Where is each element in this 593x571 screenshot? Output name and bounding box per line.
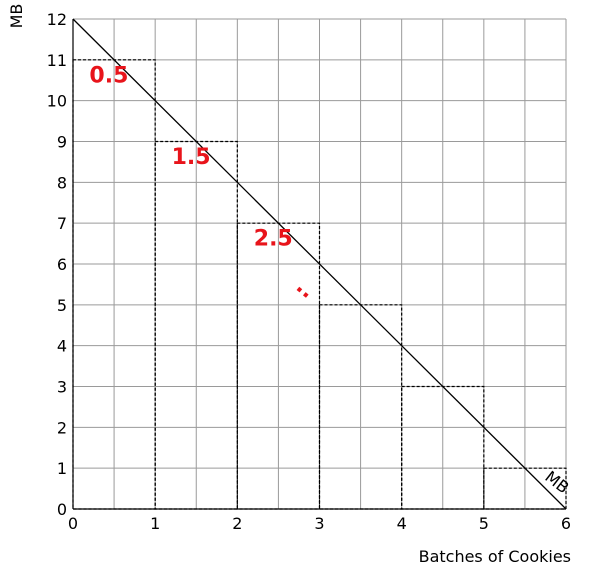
y-tick-label: 6: [57, 255, 67, 274]
annotation-label: 1.5: [172, 145, 211, 170]
annotation-label: 0.5: [89, 63, 128, 88]
y-tick-label: 3: [57, 378, 67, 397]
y-tick-label: 10: [47, 92, 67, 111]
annotation-label: 2.5: [254, 227, 293, 252]
y-tick-label: 12: [47, 10, 67, 29]
y-tick-label: 11: [47, 51, 67, 70]
x-tick-label: 5: [479, 514, 489, 533]
x-tick-label: 6: [561, 514, 571, 533]
y-tick-label: 5: [57, 296, 67, 315]
mb-line-label: MB: [541, 467, 572, 497]
y-tick-label: 1: [57, 459, 67, 478]
y-tick-label: 7: [57, 214, 67, 233]
x-axis-label: Batches of Cookies: [419, 547, 571, 566]
x-tick-label: 4: [397, 514, 407, 533]
y-tick-label: 0: [57, 500, 67, 519]
annotations: 0.5 1.5 2.5..: [89, 63, 319, 304]
y-tick-label: 2: [57, 418, 67, 437]
y-tick-label: 8: [57, 173, 67, 192]
x-tick-label: 3: [314, 514, 324, 533]
y-axis-label: MB: [7, 4, 26, 29]
annotation-label: ..: [291, 274, 320, 304]
mb-line: [72, 18, 567, 510]
x-tick-label: 1: [150, 514, 160, 533]
x-tick-label: 0: [68, 514, 78, 533]
x-tick-label: 2: [232, 514, 242, 533]
axes: [72, 19, 566, 510]
y-tick-label: 9: [57, 133, 67, 152]
y-tick-label: 4: [57, 337, 67, 356]
